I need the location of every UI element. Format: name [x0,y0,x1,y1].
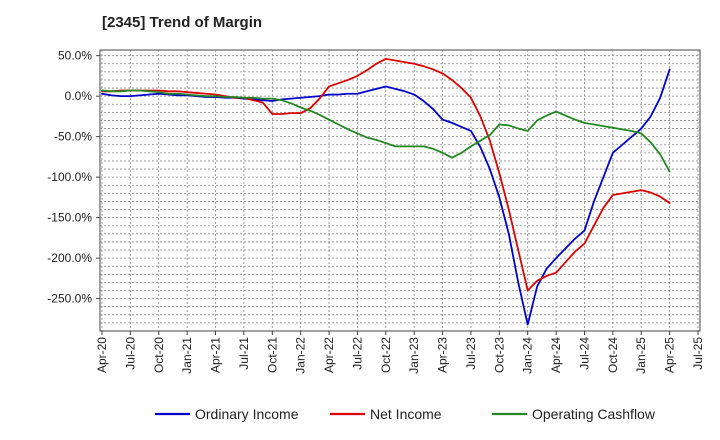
x-tick-label: Apr-24 [549,337,563,373]
legend-label: Ordinary Income [195,406,299,422]
y-tick-label: -100.0% [47,170,92,184]
x-tick-label: Jan-23 [407,337,421,374]
y-axis-ticks: 50.0% 0.0% -50.0% -100.0% -150.0% -200.0% -250… [47,49,100,306]
y-tick-label: -250.0% [47,292,92,306]
x-tick-label: Jan-25 [634,337,648,374]
x-tick-label: Apr-20 [95,337,109,373]
legend-label: Operating Cashflow [532,406,656,422]
x-tick-label: Jul-21 [237,337,251,370]
series-line-operating-cashflow [101,89,671,173]
x-tick-label: Jan-22 [294,337,308,374]
x-tick-label: Jul-25 [691,337,705,370]
x-tick-label: Oct-21 [265,337,279,373]
x-tick-label: Jan-24 [521,337,535,374]
x-tick-label: Oct-23 [492,337,506,373]
x-tick-label: Jul-20 [123,337,137,370]
series-lines [101,58,671,326]
x-tick-label: Jan-21 [180,337,194,374]
x-axis-ticks: Apr-20 Jul-20 Oct-20 Jan-21 Apr-21 Jul-21 Oct-… [95,331,705,374]
series-line-net-income [101,58,671,292]
x-tick-label: Oct-20 [152,337,166,373]
y-tick-label: 0.0% [65,89,93,103]
y-tick-label: -200.0% [47,251,92,265]
legend: Ordinary Income Net Income Operating Cashf… [155,406,656,422]
x-tick-label: Jul-24 [577,337,591,370]
x-tick-label: Apr-25 [663,337,677,373]
x-tick-label: Apr-23 [436,337,450,373]
chart-title: [2345] Trend of Margin [102,14,263,31]
legend-label: Net Income [370,406,442,422]
x-tick-label: Jul-23 [464,337,478,370]
y-tick-label: 50.0% [58,49,92,63]
y-tick-label: -50.0% [54,130,92,144]
y-tick-label: -150.0% [47,211,92,225]
x-tick-label: Oct-24 [606,337,620,373]
x-tick-label: Apr-21 [209,337,223,373]
x-tick-label: Jul-22 [350,337,364,370]
x-tick-label: Apr-22 [322,337,336,373]
x-tick-label: Oct-22 [379,337,393,373]
